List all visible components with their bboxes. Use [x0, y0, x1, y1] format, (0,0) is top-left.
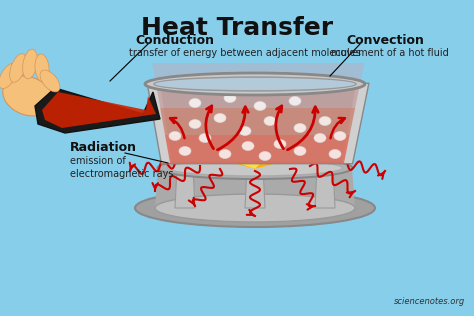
Ellipse shape — [167, 160, 343, 176]
Text: Convection: Convection — [346, 34, 424, 47]
Ellipse shape — [239, 126, 251, 136]
Ellipse shape — [214, 113, 226, 123]
Ellipse shape — [0, 64, 17, 88]
Text: Radiation: Radiation — [70, 141, 137, 154]
Polygon shape — [157, 88, 359, 108]
Polygon shape — [148, 84, 368, 163]
Polygon shape — [152, 63, 364, 88]
Ellipse shape — [259, 151, 271, 161]
Ellipse shape — [289, 96, 301, 106]
Ellipse shape — [155, 194, 355, 222]
Ellipse shape — [334, 131, 346, 141]
Polygon shape — [148, 84, 172, 163]
Ellipse shape — [199, 133, 211, 143]
Ellipse shape — [169, 131, 181, 141]
Polygon shape — [225, 128, 285, 168]
Ellipse shape — [179, 147, 191, 155]
Ellipse shape — [242, 142, 254, 150]
Polygon shape — [152, 63, 364, 89]
Ellipse shape — [274, 139, 286, 149]
Text: Conduction: Conduction — [136, 34, 215, 47]
Ellipse shape — [294, 124, 306, 132]
Ellipse shape — [135, 189, 375, 227]
Polygon shape — [155, 168, 355, 208]
Ellipse shape — [9, 54, 27, 82]
Ellipse shape — [319, 117, 331, 125]
Polygon shape — [342, 84, 368, 163]
Ellipse shape — [254, 101, 266, 111]
Ellipse shape — [189, 99, 201, 107]
Polygon shape — [160, 108, 355, 135]
Ellipse shape — [3, 76, 53, 116]
Polygon shape — [315, 168, 335, 208]
Text: sciencenotes.org: sciencenotes.org — [394, 297, 465, 306]
Ellipse shape — [224, 94, 236, 102]
Ellipse shape — [155, 78, 355, 90]
Ellipse shape — [157, 157, 353, 179]
Ellipse shape — [294, 147, 306, 155]
Ellipse shape — [23, 49, 37, 79]
Ellipse shape — [35, 54, 49, 82]
Text: transfer of energy between adjacent molecules: transfer of energy between adjacent mole… — [129, 48, 361, 58]
Text: emission of
electromagnetic rays: emission of electromagnetic rays — [70, 156, 173, 179]
Text: movement of a hot fluid: movement of a hot fluid — [331, 48, 449, 58]
Ellipse shape — [264, 117, 276, 125]
Polygon shape — [238, 141, 272, 168]
Ellipse shape — [145, 73, 365, 95]
Polygon shape — [245, 168, 265, 208]
Polygon shape — [175, 168, 195, 208]
Polygon shape — [35, 88, 160, 133]
Ellipse shape — [329, 149, 341, 159]
Polygon shape — [42, 92, 156, 128]
Polygon shape — [248, 151, 262, 163]
Polygon shape — [165, 135, 350, 163]
Ellipse shape — [189, 119, 201, 129]
Ellipse shape — [219, 149, 231, 159]
Text: Heat Transfer: Heat Transfer — [141, 16, 333, 40]
Ellipse shape — [154, 77, 356, 91]
Ellipse shape — [40, 70, 60, 92]
Ellipse shape — [314, 133, 326, 143]
